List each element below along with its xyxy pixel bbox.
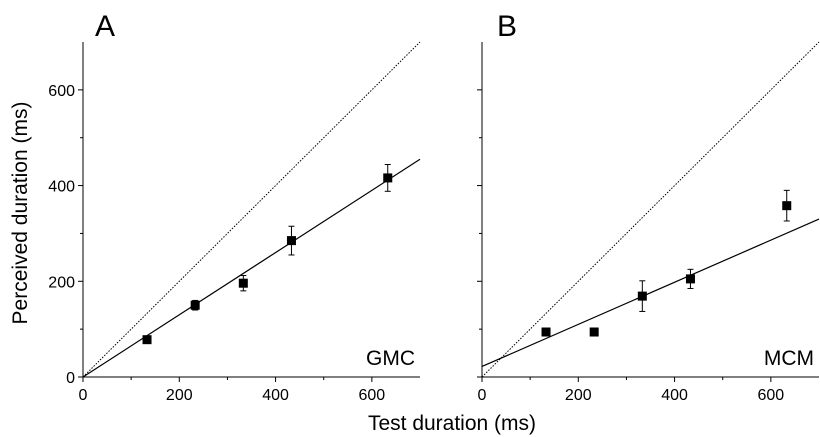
x-tick-label: 600 [758, 387, 785, 404]
panel-letter: B [497, 10, 517, 43]
data-point [637, 291, 647, 301]
fit-line [481, 218, 820, 368]
data-point [685, 274, 695, 284]
y-tick-label: 0 [66, 370, 75, 387]
data-point [238, 278, 248, 288]
subject-label: GMC [366, 347, 415, 370]
x-tick-label: 400 [661, 387, 688, 404]
x-tick-label: 200 [565, 387, 592, 404]
data-point [286, 236, 296, 246]
data-point [782, 201, 792, 211]
data-point [142, 335, 152, 345]
fit-line [82, 158, 421, 378]
panel-a: 0 200 400 600 0 200 400 600 A GMC [48, 10, 421, 404]
data-point [541, 327, 551, 337]
data-point [589, 327, 599, 337]
y-tick-label: 600 [48, 83, 75, 100]
y-axis-title: Perceived duration (ms) [9, 102, 32, 325]
x-tick-label: 400 [262, 387, 289, 404]
subject-label: MCM [764, 347, 814, 370]
x-axis-title: Test duration (ms) [368, 412, 536, 435]
x-tick-label: 0 [79, 387, 88, 404]
y-tick-label: 400 [48, 179, 75, 196]
panel-letter: A [95, 10, 115, 43]
identity-line [82, 41, 421, 378]
y-tick-label: 200 [48, 274, 75, 291]
data-point [383, 173, 393, 183]
panel-b: 0 200 400 600 B MCM [477, 10, 820, 404]
x-tick-label: 600 [359, 387, 386, 404]
x-tick-label: 200 [166, 387, 193, 404]
x-tick-label: 0 [478, 387, 487, 404]
identity-line [481, 41, 820, 378]
data-point [190, 300, 200, 310]
